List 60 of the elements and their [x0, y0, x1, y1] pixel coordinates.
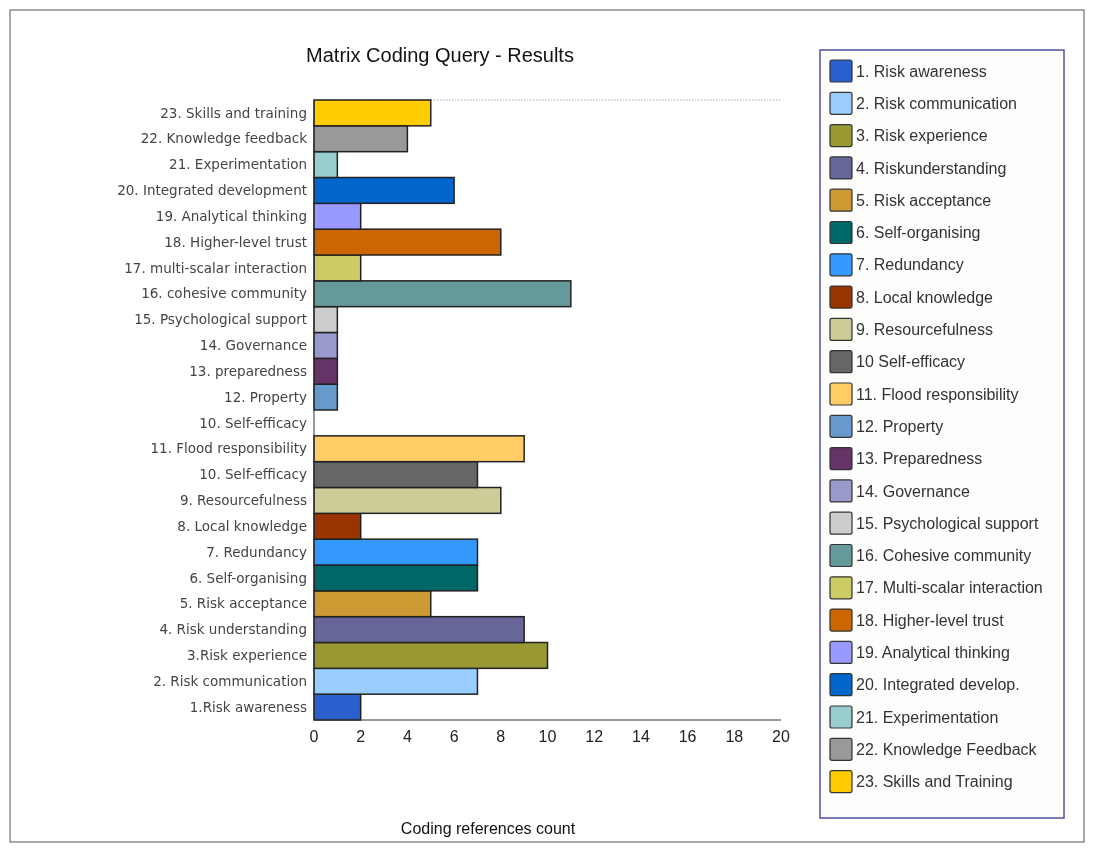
- legend-label: 23. Skills and Training: [856, 773, 1013, 791]
- y-tick-label: 5. Risk acceptance: [179, 595, 307, 612]
- legend-label: 2. Risk communication: [856, 94, 1017, 112]
- legend-label: 15. Psychological support: [856, 514, 1039, 532]
- y-tick-label: 21. Experimentation: [169, 156, 307, 173]
- x-tick-label: 20: [772, 728, 790, 745]
- legend-label: 12. Property: [856, 417, 944, 435]
- y-tick-label: 6. Self-organising: [189, 569, 307, 586]
- y-tick-label: 4. Risk understanding: [159, 621, 307, 638]
- legend-label: 9. Resourcefulness: [856, 321, 993, 338]
- legend-label: 4. Riskunderstanding: [856, 159, 1007, 177]
- legend-label: 16. Cohesive community: [856, 547, 1032, 565]
- y-tick-label: 23. Skills and training: [160, 104, 307, 121]
- x-tick-label: 0: [309, 728, 319, 745]
- y-tick-label: 10. Self-efficacy: [199, 414, 307, 431]
- x-tick-label: 12: [585, 728, 604, 745]
- x-tick-label: 18: [725, 728, 744, 745]
- y-tick-label: 15. Psychological support: [134, 311, 307, 328]
- y-tick-label: 10. Self-efficacy: [199, 466, 307, 483]
- legend-label: 6. Self-organising: [856, 224, 981, 242]
- legend-label: 7. Redundancy: [856, 256, 964, 274]
- legend-label: 8. Local knowledge: [856, 288, 994, 306]
- legend-label: 1. Risk awareness: [856, 62, 987, 80]
- legend-label: 18. Higher-level trust: [856, 611, 1005, 629]
- legend-label: 13. Preparedness: [856, 450, 983, 468]
- legend-label: 20. Integrated develop.: [856, 676, 1020, 694]
- legend-label: 19. Analytical thinking: [856, 644, 1010, 661]
- x-tick-label: 6: [449, 728, 459, 745]
- y-tick-label: 8. Local knowledge: [177, 517, 307, 534]
- y-tick-label: 14. Governance: [199, 337, 307, 354]
- y-tick-label: 18. Higher-level trust: [164, 233, 307, 250]
- y-tick-label: 19. Analytical thinking: [155, 207, 307, 224]
- x-axis-title: Coding references count: [400, 820, 576, 837]
- y-tick-label: 11. Flood responsibility: [150, 440, 307, 457]
- legend-label: 14. Governance: [856, 482, 970, 500]
- y-tick-label: 17. multi-scalar interaction: [124, 259, 307, 276]
- x-tick-label: 4: [402, 728, 412, 745]
- y-tick-label: 9. Resourcefulness: [179, 492, 307, 509]
- legend-label: 10 Self-efficacy: [856, 353, 966, 371]
- x-tick-label: 10: [538, 728, 557, 745]
- x-tick-label: 16: [678, 728, 697, 745]
- y-tick-label: 16. cohesive community: [141, 285, 307, 302]
- y-tick-label: 12. Property: [224, 388, 308, 405]
- legend-label: 17. Multi-scalar interaction: [856, 579, 1043, 597]
- legend-label: 11. Flood responsibility: [856, 385, 1019, 403]
- y-tick-label: 20. Integrated development: [117, 182, 307, 199]
- y-tick-label: 13. preparedness: [189, 362, 307, 379]
- y-tick-label: 22. Knowledge feedback: [140, 130, 308, 147]
- y-tick-label: 3.Risk experience: [187, 647, 307, 664]
- legend-label: 21. Experimentation: [856, 708, 999, 726]
- legend-label: 22. Knowledge Feedback: [856, 740, 1038, 758]
- y-tick-label: 2. Risk communication: [153, 672, 307, 689]
- x-tick-label: 8: [496, 728, 506, 745]
- x-tick-label: 2: [356, 728, 366, 745]
- y-tick-label: 1.Risk awareness: [189, 698, 307, 715]
- x-tick-label: 14: [632, 728, 650, 745]
- legend-label: 5. Risk acceptance: [856, 191, 992, 209]
- y-tick-label: 7. Redundancy: [206, 543, 307, 560]
- legend-label: 3. Risk experience: [856, 127, 988, 145]
- chart-title: Matrix Coding Query - Results: [306, 44, 574, 66]
